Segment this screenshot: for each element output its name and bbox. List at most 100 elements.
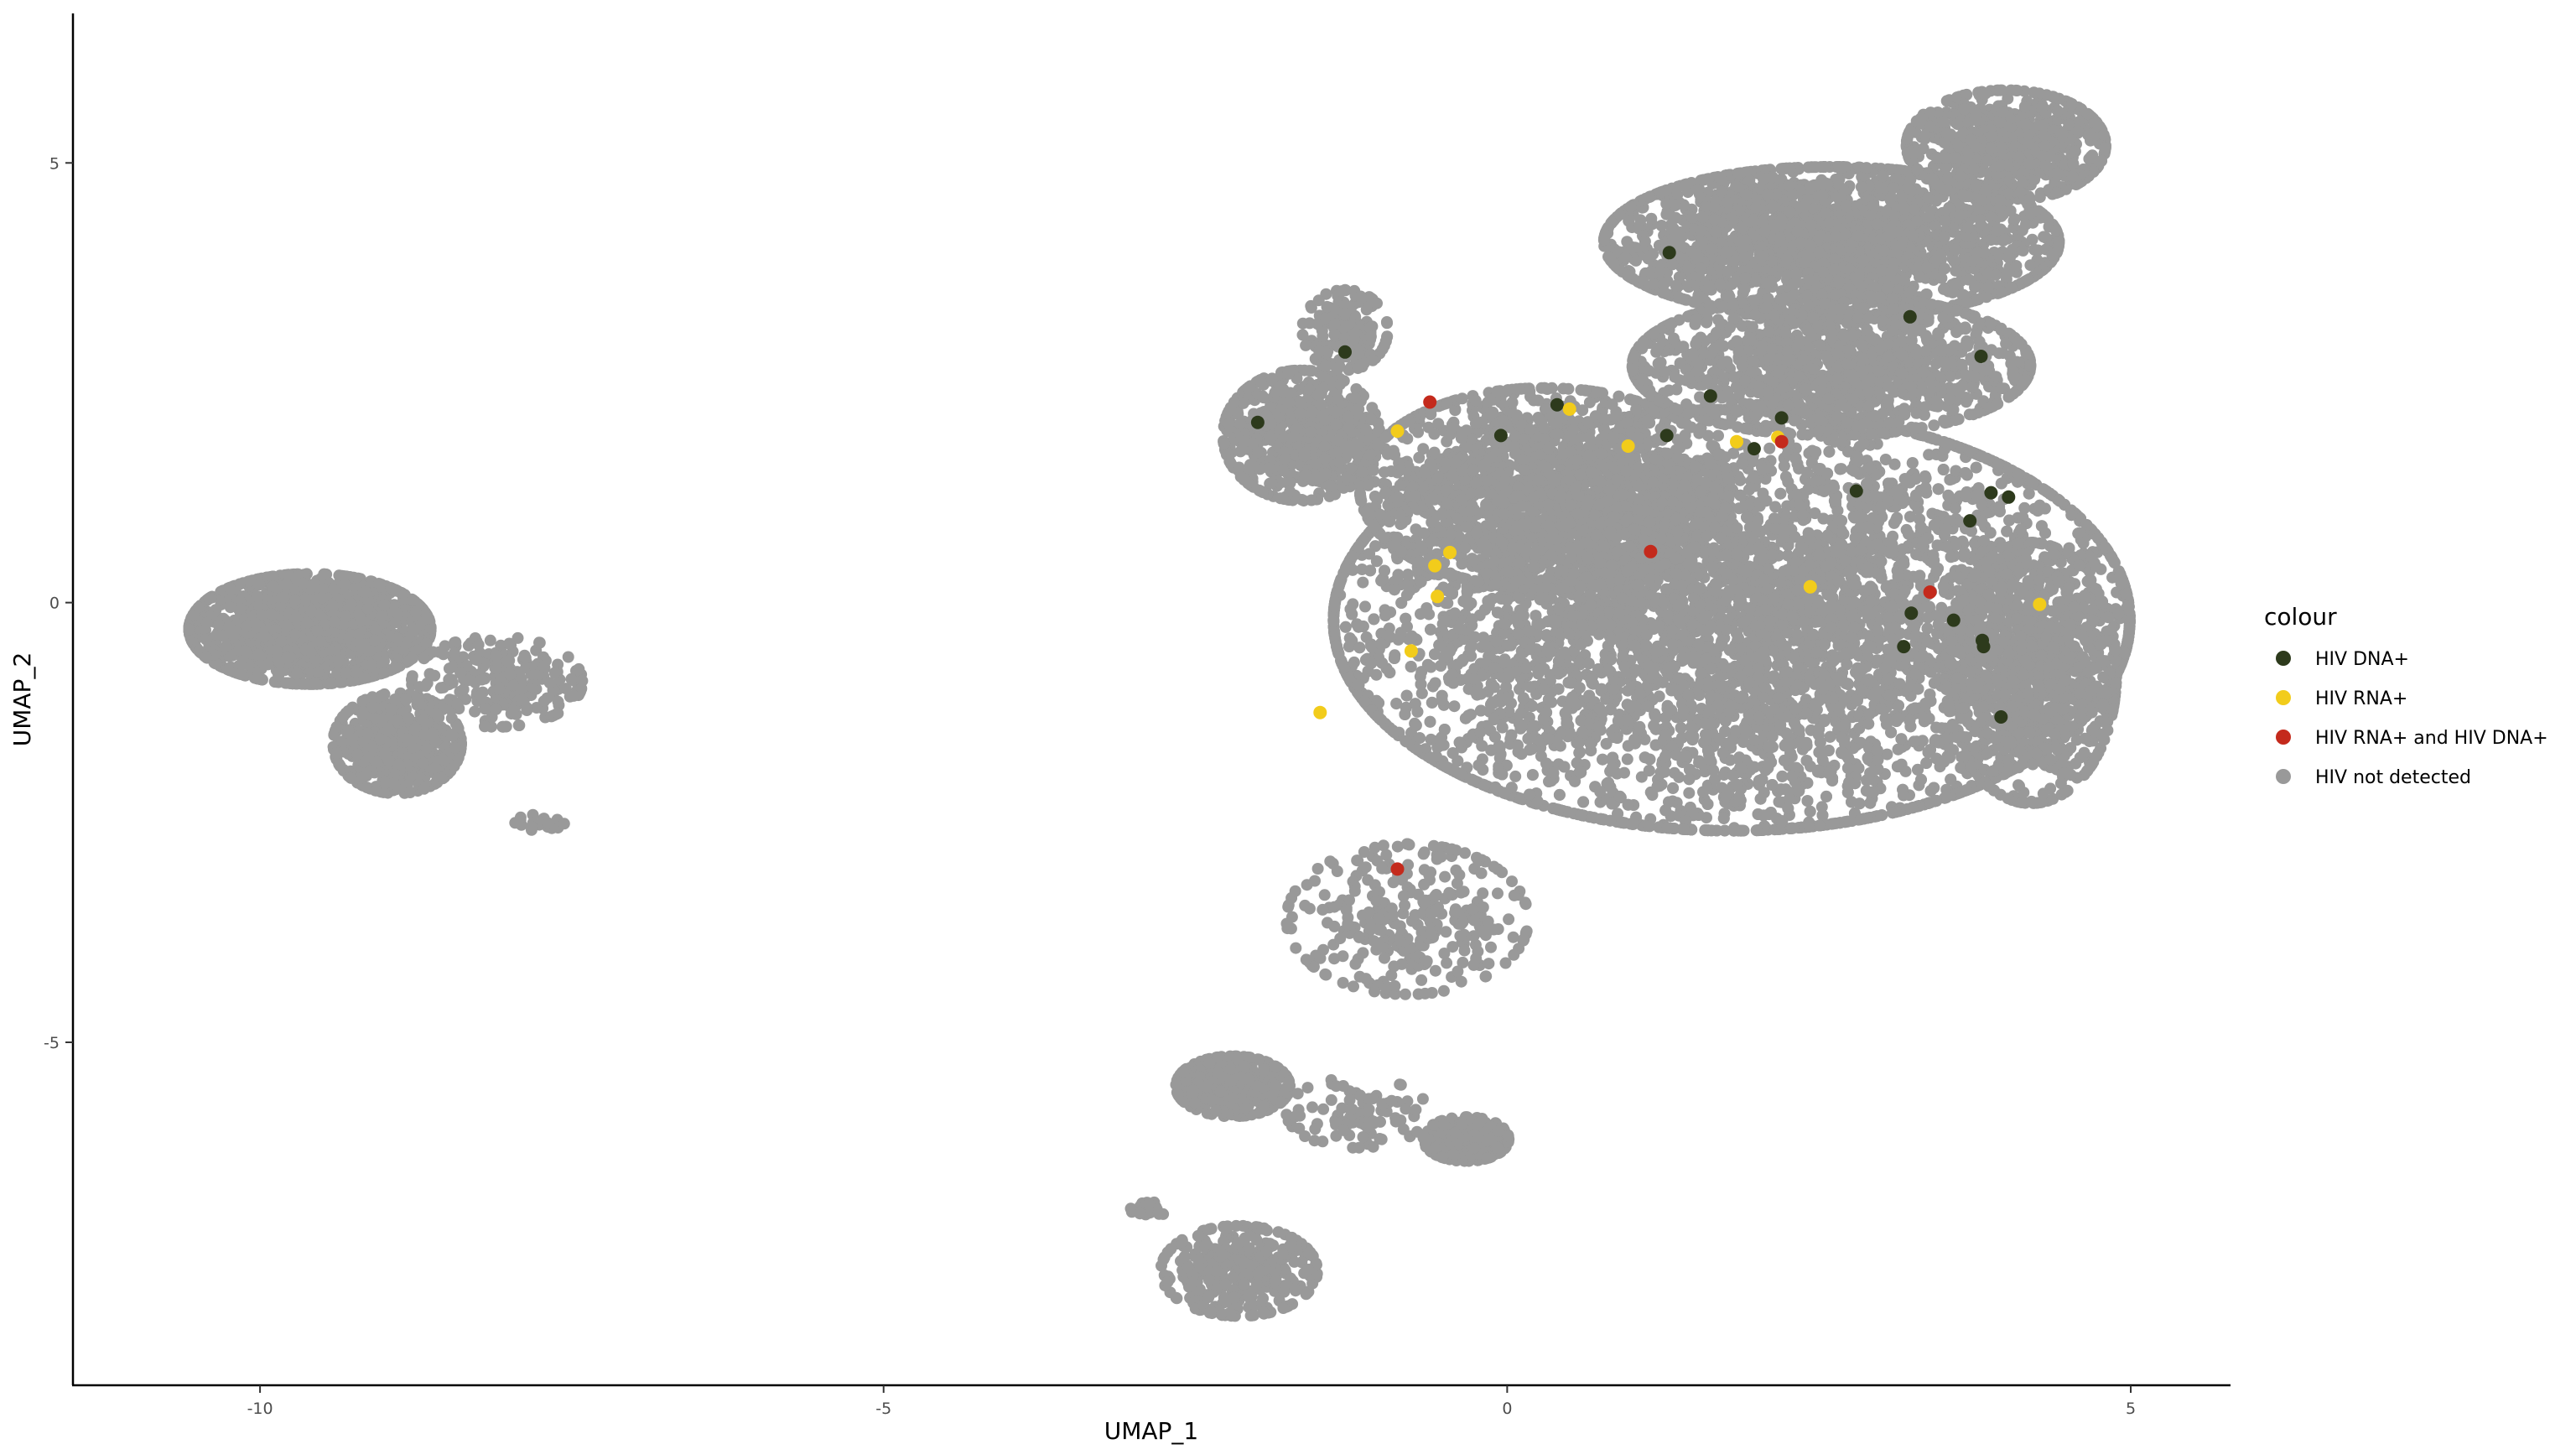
scatter-point-not-detected [565, 673, 578, 685]
scatter-point-not-detected [328, 615, 340, 628]
scatter-point-not-detected [1342, 410, 1354, 423]
scatter-point-not-detected [376, 610, 388, 622]
scatter-point-not-detected [333, 759, 345, 771]
scatter-point-not-detected [1360, 423, 1373, 436]
scatter-point-not-detected [236, 658, 248, 671]
scatter-point-not-detected [1315, 398, 1327, 411]
scatter-point-not-detected [385, 704, 397, 715]
scatter-point-not-detected [200, 651, 212, 663]
scatter-point-not-detected [1365, 413, 1378, 426]
scatter-point-not-detected [1334, 378, 1347, 391]
scatter-point-not-detected [365, 658, 377, 671]
scatter-point-not-detected [407, 594, 419, 606]
scatter-point-not-detected [1283, 396, 1296, 408]
scatter-point-not-detected [252, 648, 265, 661]
scatter-point-not-detected [526, 820, 538, 833]
scatter-point-not-detected [281, 652, 293, 664]
scatter-point-not-detected [222, 663, 235, 676]
scatter-point-not-detected [1339, 307, 1352, 319]
scatter-point-not-detected [192, 601, 205, 614]
scatter-point-not-detected [454, 667, 467, 679]
scatter-point-not-detected [1223, 418, 1235, 430]
scatter-point-not-detected [351, 667, 363, 679]
scatter-point-not-detected [423, 612, 434, 625]
scatter-point-not-detected [1305, 426, 1317, 439]
scatter-point-not-detected [573, 662, 585, 675]
scatter-point-not-detected [251, 673, 263, 685]
scatter-point-not-detected [418, 757, 430, 770]
scatter-point-not-detected [1306, 494, 1317, 506]
scatter-point-not-detected [360, 585, 372, 598]
scatter-point-not-detected [490, 703, 502, 715]
scatter-point-not-detected [203, 592, 216, 605]
scatter-point-not-detected [409, 722, 422, 735]
scatter-point-not-detected [369, 634, 382, 647]
scatter-point-not-detected [434, 682, 447, 694]
scatter-point-not-detected [361, 727, 374, 740]
scatter-point-not-detected [289, 628, 301, 641]
scatter-point-not-detected [1364, 330, 1377, 343]
scatter-point-not-detected [548, 667, 561, 679]
scatter-point-not-detected [1265, 476, 1278, 489]
scatter-point-not-detected [310, 678, 323, 690]
scatter-point-not-detected [278, 591, 290, 604]
scatter-point-not-detected [297, 577, 309, 589]
scatter-point-not-detected [562, 651, 574, 663]
scatter-point-not-detected [1294, 408, 1306, 420]
scatter-point-not-detected [552, 695, 564, 708]
scatter-point-not-detected [1371, 297, 1383, 309]
scatter-point-not-detected [290, 667, 303, 679]
scatter-point-not-detected [1353, 403, 1365, 415]
scatter-point-not-detected [392, 632, 404, 645]
scatter-point-not-detected [1288, 430, 1301, 443]
scatter-point-not-detected [538, 661, 550, 673]
scatter-point-not-detected [400, 693, 413, 706]
scatter-point-not-detected [1295, 397, 1307, 410]
scatter-point-not-detected [479, 703, 491, 715]
scatter-point-not-detected [404, 787, 417, 798]
scatter-point-not-detected [1343, 421, 1355, 434]
scatter-point-not-detected [374, 578, 387, 590]
scatter-point-not-detected [392, 714, 403, 727]
scatter-point-not-detected [409, 605, 422, 618]
scatter-point-not-detected [327, 600, 340, 612]
scatter-point-not-detected [503, 637, 516, 650]
scatter-point-not-detected [345, 771, 357, 784]
scatter-point-not-detected [1234, 418, 1247, 430]
scatter-point-not-detected [558, 818, 570, 830]
scatter-point-not-detected [1279, 453, 1291, 465]
scatter-point-not-detected [1283, 365, 1296, 377]
scatter-point-not-detected [270, 645, 283, 657]
scatter-point-not-detected [472, 638, 485, 651]
scatter-point-not-detected [233, 578, 246, 590]
scatter-point-not-detected [519, 652, 532, 664]
scatter-point-not-detected [444, 729, 457, 741]
scatter-point-not-detected [1263, 462, 1275, 475]
scatter-point-not-detected [253, 579, 266, 591]
scatter-point-not-detected [1301, 470, 1312, 482]
scatter-point-not-detected [239, 645, 252, 657]
scatter-point-not-detected [299, 594, 312, 606]
scatter-point-not-detected [280, 579, 293, 591]
scatter-point-not-detected [305, 605, 318, 618]
scatter-point-not-detected [312, 666, 325, 678]
scatter-point-not-detected [379, 776, 392, 789]
scatter-point-not-detected [328, 583, 340, 595]
scatter-point-not-detected [378, 667, 391, 678]
scatter-point-not-detected [1254, 374, 1266, 387]
scatter-point-not-detected [340, 610, 352, 622]
scatter-point-not-detected [497, 720, 510, 733]
scatter-point-not-detected [475, 689, 487, 702]
scatter-point-not-detected [356, 695, 369, 708]
scatter-point-not-detected [366, 701, 379, 714]
scatter-point-not-detected [470, 654, 483, 667]
scatter-point-not-detected [543, 677, 556, 689]
scatter-point-not-detected [1256, 486, 1269, 498]
scatter-point-not-detected [342, 724, 355, 737]
scatter-point-not-detected [1298, 450, 1311, 463]
scatter-point-not-detected [1256, 390, 1269, 402]
scatter-point-not-detected [501, 655, 514, 667]
scatter-point-not-detected [521, 704, 533, 716]
scatter-point-not-detected [512, 719, 525, 731]
scatter-point-not-detected [267, 580, 279, 593]
